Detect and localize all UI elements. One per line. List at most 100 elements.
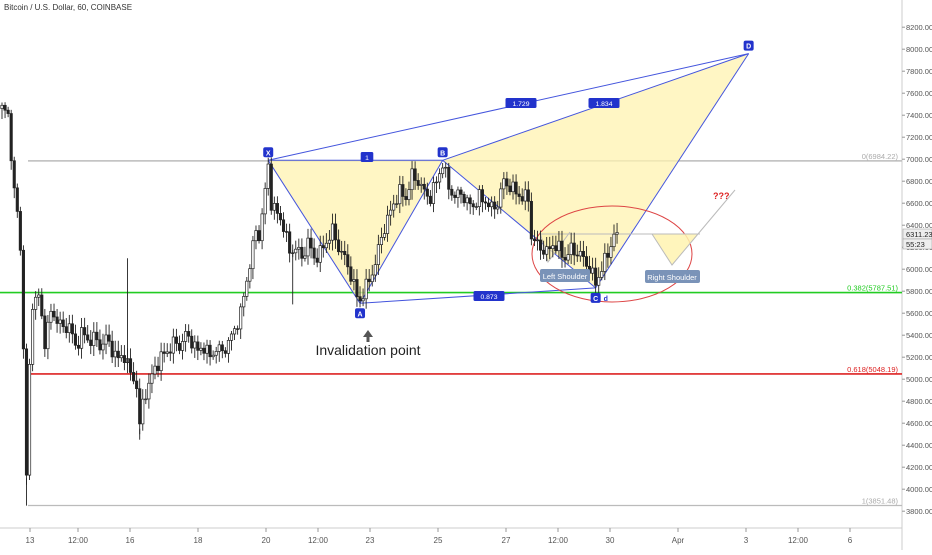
candle-body bbox=[456, 189, 460, 198]
candle-body bbox=[477, 189, 481, 207]
candle-body bbox=[367, 278, 371, 283]
y-tick-label: 3800.00 bbox=[906, 507, 932, 516]
candle-body bbox=[382, 233, 387, 238]
candle-body bbox=[370, 274, 374, 283]
candle-body bbox=[526, 189, 530, 202]
candle-body bbox=[40, 294, 44, 317]
candle-body bbox=[278, 213, 283, 221]
candle-body bbox=[107, 334, 111, 342]
candle-body bbox=[171, 336, 175, 354]
pattern-leg bbox=[595, 53, 750, 289]
candle-body bbox=[548, 246, 552, 250]
candle-body bbox=[110, 340, 114, 358]
candle-body bbox=[352, 279, 356, 282]
left-shoulder-badge bbox=[540, 269, 590, 282]
candle-body bbox=[153, 365, 157, 375]
candle-body bbox=[560, 240, 564, 258]
candle-body bbox=[392, 203, 396, 211]
candle-body bbox=[275, 203, 279, 214]
candle-body bbox=[340, 250, 344, 253]
candle-body bbox=[303, 255, 307, 259]
candle-body bbox=[34, 296, 38, 310]
candle-body bbox=[297, 246, 301, 250]
candle-body bbox=[12, 160, 16, 189]
candle-body bbox=[502, 178, 506, 190]
ratio-label: 1.834 bbox=[595, 101, 612, 108]
candle-body bbox=[535, 239, 540, 242]
candle-body bbox=[43, 315, 47, 350]
candle-body bbox=[135, 380, 139, 390]
candle-body bbox=[288, 231, 292, 254]
candle-body bbox=[223, 350, 227, 354]
candle-body bbox=[196, 341, 200, 351]
candle-body bbox=[205, 344, 209, 354]
candle-body bbox=[514, 181, 518, 195]
x-tick-label: 18 bbox=[194, 536, 203, 545]
candle-body bbox=[529, 200, 533, 240]
y-tick-label: 7600.00 bbox=[906, 89, 932, 98]
candle-body bbox=[404, 196, 408, 200]
ratio-badge bbox=[473, 291, 505, 301]
y-tick-label: 7200.00 bbox=[906, 133, 932, 142]
y-tick-label: 6600.00 bbox=[906, 199, 932, 208]
pattern-point-label: D bbox=[746, 44, 751, 51]
x-tick-label: 3 bbox=[744, 536, 749, 545]
x-tick-label: 12:00 bbox=[68, 536, 89, 545]
candle-body bbox=[379, 237, 383, 246]
pattern-point-label: X bbox=[266, 150, 271, 157]
candle-body bbox=[156, 365, 160, 371]
right-shoulder-outline bbox=[651, 233, 699, 266]
y-tick-label: 4200.00 bbox=[906, 463, 932, 472]
candle-body bbox=[407, 189, 411, 200]
candle-body bbox=[24, 348, 29, 476]
candle-body bbox=[294, 248, 298, 254]
candle-body bbox=[116, 350, 120, 359]
candle-body bbox=[364, 278, 368, 300]
candle-body bbox=[343, 250, 347, 256]
candle-body bbox=[480, 189, 484, 203]
fib-label: 0.618(5048.19) bbox=[847, 365, 898, 374]
candle-body bbox=[600, 271, 604, 278]
x-tick-label: 12:00 bbox=[548, 536, 569, 545]
candle-body bbox=[324, 242, 328, 249]
candle-body bbox=[459, 189, 463, 195]
candle-body bbox=[49, 310, 53, 323]
y-tick-label: 4600.00 bbox=[906, 419, 932, 428]
candle-body bbox=[315, 257, 319, 263]
candle-body bbox=[465, 197, 469, 204]
right-shoulder-label: Right Shoulder bbox=[647, 273, 697, 282]
y-tick-label: 5400.00 bbox=[906, 331, 932, 340]
candle-body bbox=[37, 294, 41, 298]
candle-body bbox=[3, 104, 7, 111]
candle-body bbox=[355, 279, 359, 297]
ratio-label: 0.873 bbox=[480, 294, 497, 301]
candle-body bbox=[572, 242, 576, 256]
candle-body bbox=[581, 251, 585, 257]
candle-body bbox=[67, 323, 71, 333]
candle-body bbox=[309, 237, 313, 249]
candle-body bbox=[285, 231, 289, 233]
candle-body bbox=[486, 202, 491, 208]
last-price-label: 6311.23 bbox=[906, 230, 932, 239]
x-tick-label: 20 bbox=[262, 536, 271, 545]
candle-body bbox=[187, 331, 191, 337]
candle-body bbox=[61, 319, 65, 328]
candle-body bbox=[511, 181, 515, 193]
candle-body bbox=[80, 327, 84, 349]
candle-body bbox=[0, 104, 4, 109]
candle-body bbox=[76, 344, 81, 349]
x-tick-label: 25 bbox=[434, 536, 443, 545]
candle-body bbox=[389, 209, 393, 216]
right-shoulder-fill bbox=[652, 234, 698, 265]
candle-body bbox=[52, 310, 56, 318]
candle-body bbox=[147, 382, 151, 400]
x-tick-label: 16 bbox=[126, 536, 135, 545]
candle-body bbox=[300, 246, 304, 259]
candle-body bbox=[597, 277, 601, 286]
pattern-point-badge bbox=[743, 40, 754, 51]
candle-body bbox=[337, 239, 341, 253]
y-tick-label: 6800.00 bbox=[906, 177, 932, 186]
candle-body bbox=[450, 188, 454, 196]
candle-body bbox=[229, 333, 234, 341]
candle-body bbox=[591, 267, 595, 274]
